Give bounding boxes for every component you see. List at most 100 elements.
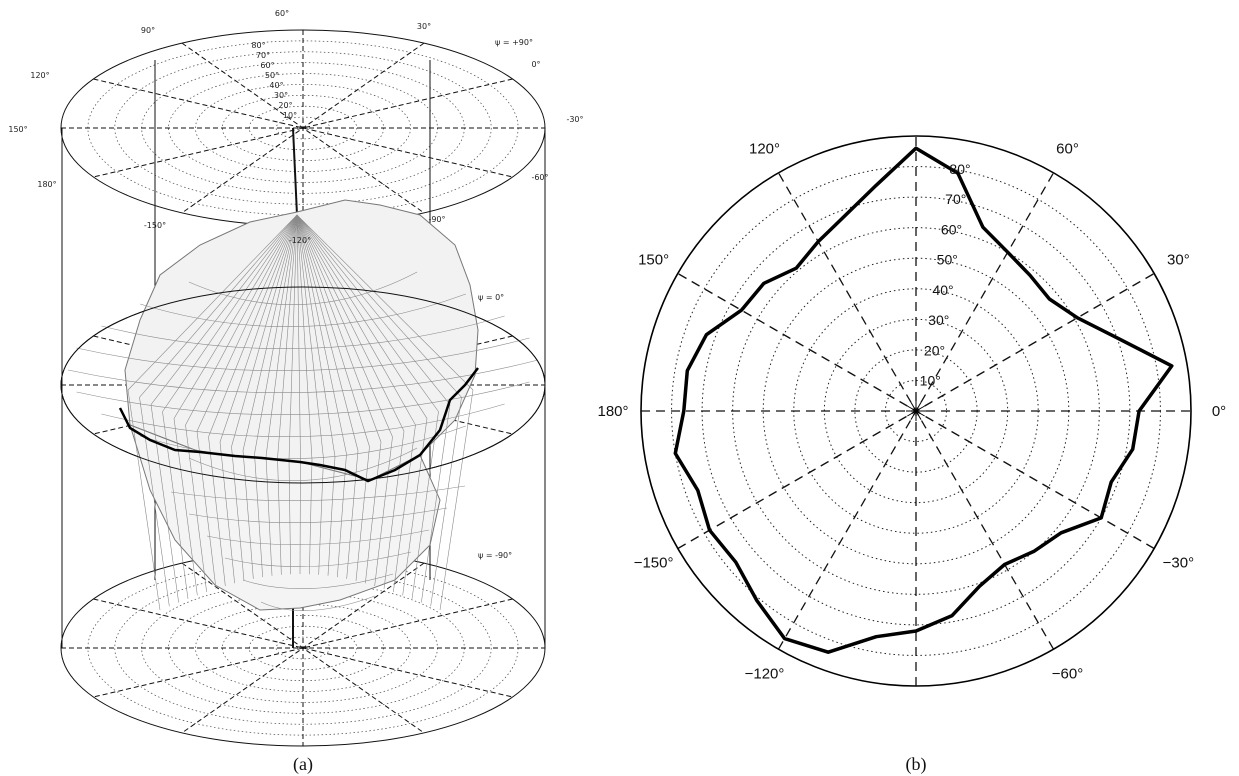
mesh-line [296,214,393,437]
mesh-latitude [140,293,466,327]
mesh-latitude [224,551,412,567]
radial-label: 10° [283,111,297,120]
mesh-line [265,456,273,576]
mesh-line [173,214,298,419]
mesh-latitude [188,507,448,523]
mesh-latitude [242,573,394,589]
mesh-line [296,214,359,451]
plane-0-ring [114,51,492,205]
mesh-line [383,431,405,589]
mesh-line [254,453,263,578]
hub-spoke [915,402,922,412]
radial-label: 50° [265,71,279,80]
radial-tick-label: 40° [932,282,953,298]
axis-line-top [292,127,298,216]
mesh-line [150,404,179,603]
plane-0-ring [195,84,411,172]
mesh-line [296,214,347,455]
mesh-latitude [140,425,466,459]
plane-0-spoke [181,42,425,214]
hub-spoke [910,402,917,412]
radial-label: 60° [260,61,274,70]
mesh-line [242,214,298,451]
radial-label: 80° [251,41,265,50]
mesh-line [173,418,198,596]
mesh-line [288,459,291,575]
mesh-latitude [188,271,418,305]
mesh-latitude [188,447,418,481]
mesh-line [150,214,298,405]
hub-spoke [907,405,917,412]
mesh-line [242,450,254,579]
mesh-line [277,214,298,459]
azimuth-label: -150° [144,221,166,230]
mesh-line [430,397,462,607]
azimuth-label: 150° [8,125,27,134]
mesh-line [296,214,336,457]
mesh-line [402,418,428,596]
panel-b-polar-plot: 10° 20° 30° 40° 50° 60° 70° 80° 0° 30° 60° 120° 150°… [597,135,1226,775]
azimuth-label: -60° [531,173,548,182]
mesh-line [296,214,439,412]
mesh-line [231,446,245,581]
mesh-line [185,424,207,593]
mesh-line [374,436,393,586]
mesh-line [296,214,405,432]
azimuth-label: 120° [30,71,49,80]
angle-tick-label: 30° [1167,252,1190,269]
equatorial-contour [118,367,479,483]
mesh-line [296,214,416,426]
mesh-line [288,214,298,460]
mesh-line [296,214,462,398]
mesh-line [296,214,474,391]
plane-2-spoke [181,562,425,734]
mesh-line [208,436,226,586]
mesh-line [296,214,301,461]
hub-spoke [915,410,925,417]
angle-tick-label: −150° [634,555,674,572]
mesh-line [296,214,324,459]
mesh-line [318,458,324,575]
hub-spoke [907,410,917,417]
mesh-line [299,459,301,575]
mesh-line [421,404,451,603]
mesh-line [254,214,298,455]
azimuth-label: 60° [275,9,289,18]
polar-outer-circle [640,135,1192,687]
mesh-latitude [206,529,430,545]
azimuth-label: 90° [141,26,155,35]
mesh-latitude [101,315,505,349]
mesh-line [265,214,298,457]
radial-tick-label: 80° [949,161,970,177]
mesh-line [196,214,298,432]
radial-label: 40° [269,81,283,90]
radial-tick-label: 70° [945,191,966,207]
angle-tick-label: −30° [1163,555,1194,572]
mesh-line [162,411,189,599]
angle-tick-label: 180° [597,403,628,420]
mesh-line [139,214,298,398]
azimuth-label: 30° [417,22,431,31]
radial-label: 70° [256,51,270,60]
azimuth-label: -120° [289,236,311,245]
polar-grid [641,136,1191,686]
mesh-line [327,456,336,576]
radial-tick-label: 10° [920,373,941,389]
radial-tick-label: 30° [928,312,949,328]
mesh-line [296,214,428,419]
angle-tick-label: 0° [1212,403,1226,420]
middle-plane-overlay [60,286,546,484]
mesh-latitude [260,595,376,611]
mesh-line [337,453,347,578]
hub-spoke [910,410,917,420]
azimuth-label: 180° [37,180,56,189]
hub-spoke [915,410,922,420]
hub-spoke [915,405,925,412]
mesh-latitude [76,381,530,416]
panel-a-labels: ψ = +90° ψ = 0° ψ = -90° 90° 60° 30° 0° -30° -60… [8,9,583,560]
mesh-latitude [76,337,530,372]
mesh-latitude [101,403,505,437]
mesh-line [296,214,382,443]
angle-tick-label: 150° [638,252,669,269]
